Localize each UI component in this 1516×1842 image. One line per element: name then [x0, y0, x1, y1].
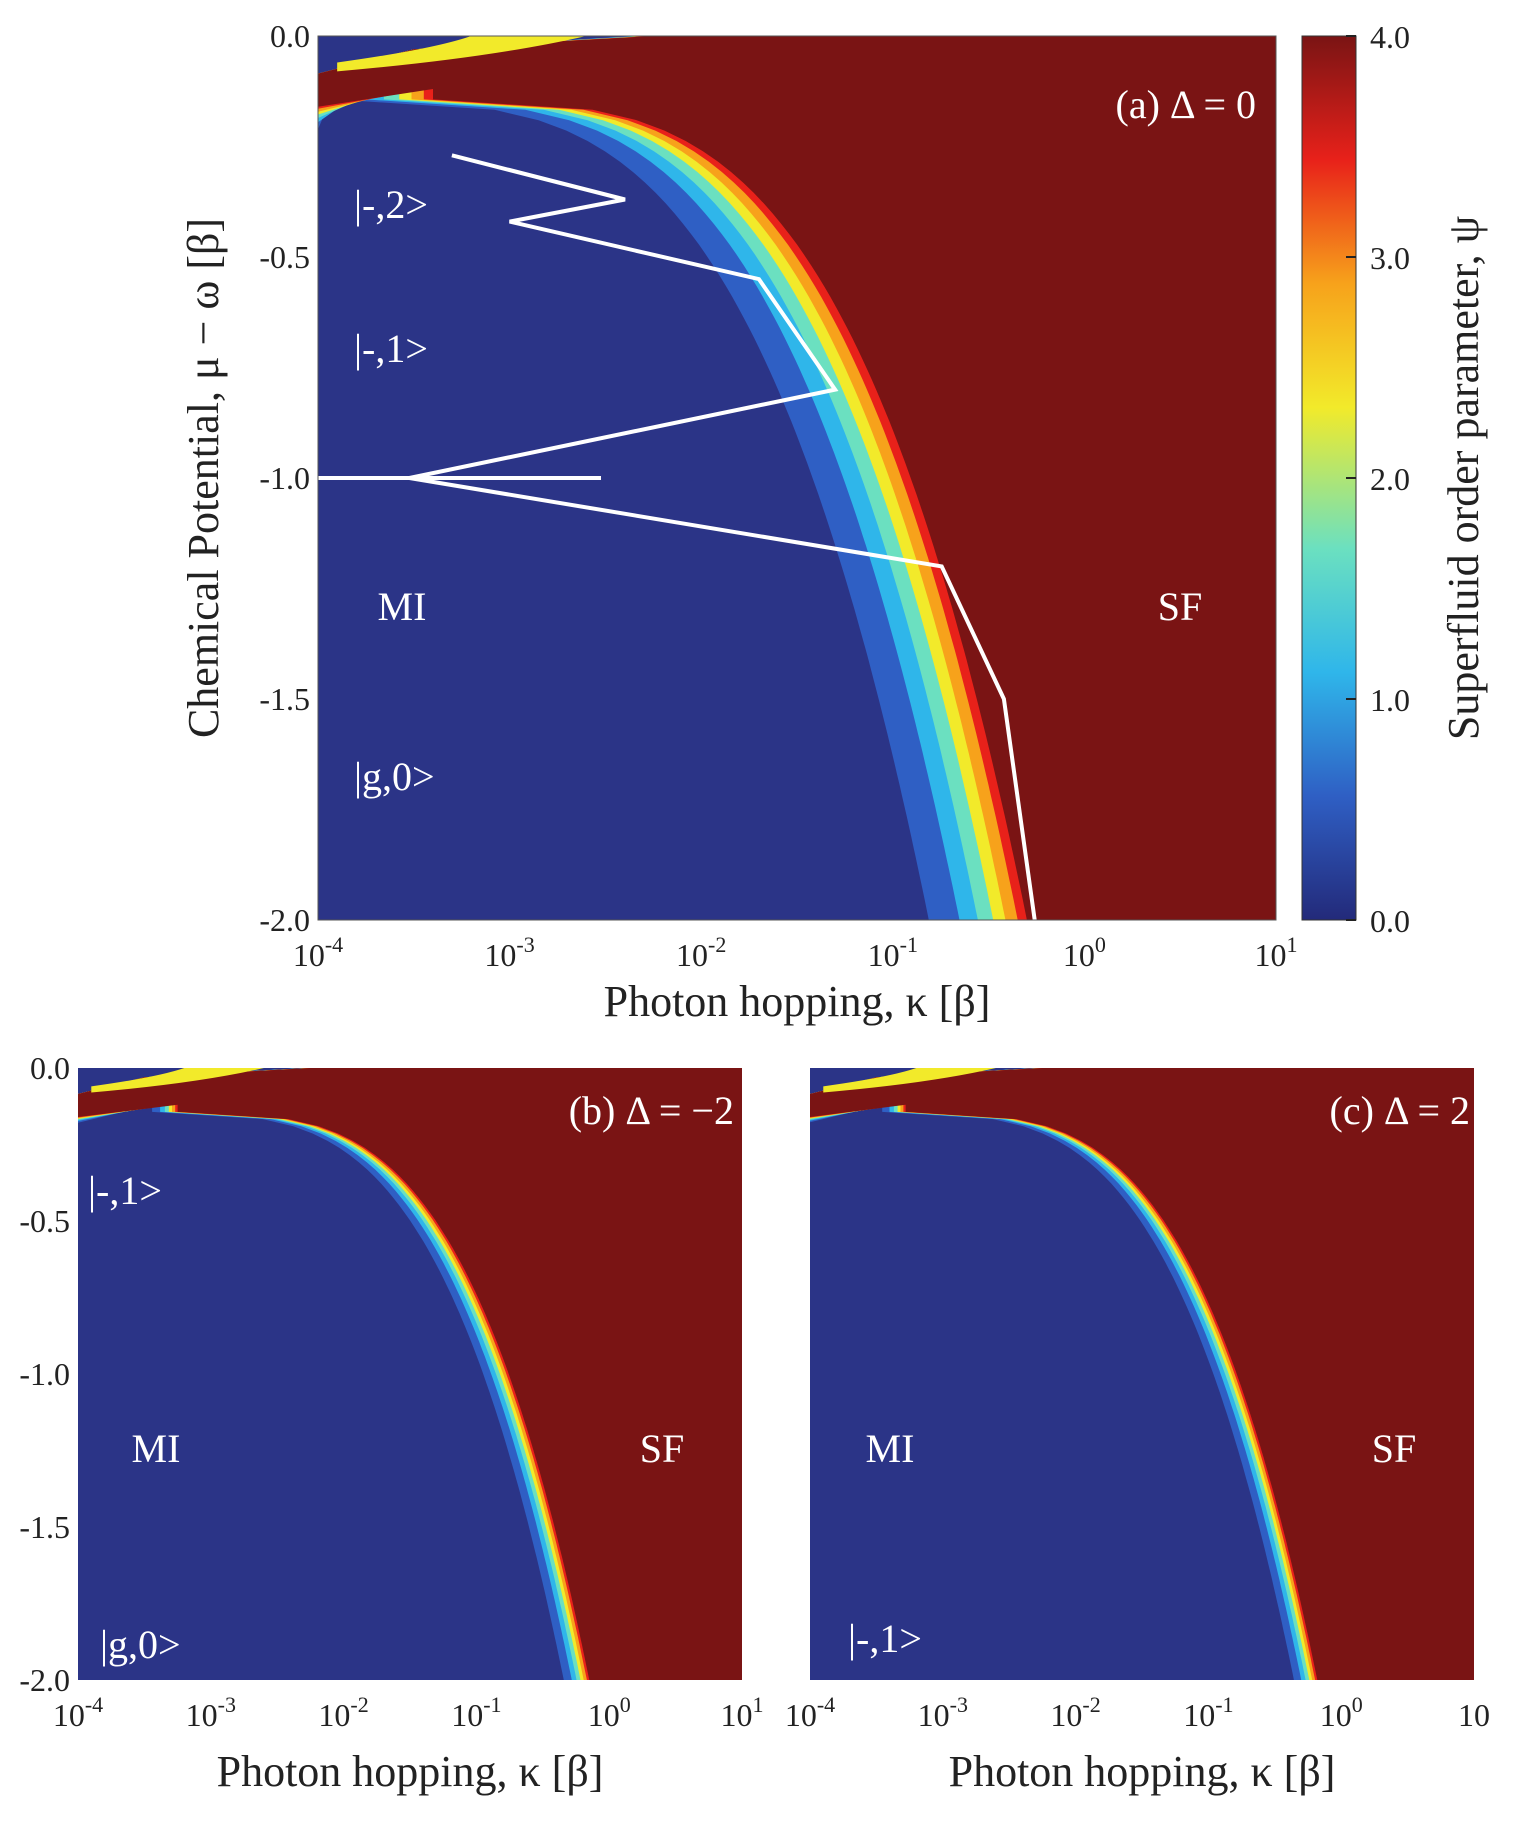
- panel-b-y-ticks: 0.0 -0.5 -1.0 -1.5 -2.0: [19, 1050, 70, 1698]
- panel-a-title: (a) Δ = 0: [1116, 82, 1256, 127]
- y-tick-label: 0.0: [30, 1050, 70, 1086]
- y-tick-label: -1.5: [259, 681, 310, 717]
- sf-upper-tongue: [91, 1068, 264, 1093]
- panel-a-region-sf: SF: [1158, 584, 1203, 629]
- x-tick-label: 100: [1063, 932, 1106, 973]
- colorbar: 4.0 3.0 2.0 1.0 0.0 Superfluid order paramet…: [1301, 19, 1488, 939]
- panel-b: 10-4 10-3 10-2 10-1 100 101 0.0 -0.5 -1.0 -1.5 -2…: [19, 1050, 763, 1796]
- panel-b-order-parameter-bands: [78, 1068, 742, 1680]
- colorbar-ticks: 4.0 3.0 2.0 1.0 0.0: [1346, 19, 1410, 939]
- sf-order-band: [318, 36, 1276, 920]
- x-tick-label: 101: [1255, 932, 1298, 973]
- colorbar-tick-label: 2.0: [1370, 461, 1410, 497]
- panel-b-region-sf: SF: [640, 1426, 685, 1471]
- sf-upper-tongue: [337, 36, 587, 72]
- colorbar-tick-label: 0.0: [1370, 903, 1410, 939]
- x-tick-label: 10-2: [676, 932, 726, 973]
- x-tick-label: 100: [588, 1692, 631, 1733]
- x-tick-label: 10: [1458, 1697, 1490, 1733]
- panel-a-state-label-minus-2: |-,2>: [354, 182, 428, 227]
- colorbar-tick-label: 3.0: [1370, 240, 1410, 276]
- sf-order-band: [810, 1068, 1474, 1680]
- panel-b-state-label-g0: |g,0>: [100, 1622, 181, 1667]
- sf-upper-tongue: [823, 1068, 996, 1093]
- y-tick-label: -1.0: [19, 1356, 70, 1392]
- x-tick-label: 10-1: [451, 1692, 501, 1733]
- panel-a-region-mi: MI: [378, 584, 427, 629]
- panel-a-state-label-minus-1: |-,1>: [354, 326, 428, 371]
- panel-a: 10-4 10-3 10-2 10-1 100 101 0.0 -0.5 -1.0 -1.5 -2…: [179, 18, 1298, 1026]
- y-tick-label: -2.0: [259, 902, 310, 938]
- panel-c-x-axis-label: Photon hopping, κ [β]: [949, 1747, 1336, 1796]
- panel-c-region-sf: SF: [1372, 1426, 1417, 1471]
- x-tick-label: 10-3: [484, 932, 534, 973]
- x-tick-label: 101: [721, 1692, 764, 1733]
- colorbar-tick-label: 1.0: [1370, 682, 1410, 718]
- y-tick-label: -2.0: [19, 1662, 70, 1698]
- x-tick-label: 10-4: [785, 1692, 835, 1733]
- colorbar-tick-label: 4.0: [1370, 19, 1410, 55]
- panel-a-x-ticks: 10-4 10-3 10-2 10-1 100 101: [293, 932, 1298, 973]
- panel-c: 10-4 10-3 10-2 10-1 100 10 Photon hopping, κ …: [785, 1068, 1490, 1796]
- y-tick-label: -1.5: [19, 1509, 70, 1545]
- colorbar-label: Superfluid order parameter, ψ: [1439, 216, 1488, 740]
- panel-c-region-mi: MI: [866, 1426, 915, 1471]
- panel-b-region-mi: MI: [132, 1426, 181, 1471]
- panel-b-state-label-minus-1: |-,1>: [88, 1168, 162, 1213]
- y-tick-label: 0.0: [270, 18, 310, 54]
- panel-a-y-axis-label: Chemical Potential, μ − ω [β]: [179, 218, 228, 738]
- y-tick-label: -0.5: [19, 1203, 70, 1239]
- panel-b-title: (b) Δ = −2: [569, 1088, 734, 1133]
- x-tick-label: 10-1: [1183, 1692, 1233, 1733]
- x-tick-label: 10-3: [186, 1692, 236, 1733]
- x-tick-label: 10-4: [53, 1692, 103, 1733]
- panel-c-order-parameter-bands: [810, 1068, 1474, 1680]
- x-tick-label: 100: [1320, 1692, 1363, 1733]
- y-tick-label: -1.0: [259, 460, 310, 496]
- panel-b-x-axis-label: Photon hopping, κ [β]: [217, 1747, 604, 1796]
- panel-a-order-parameter-bands: [318, 36, 1276, 920]
- x-tick-label: 10-1: [868, 932, 918, 973]
- panel-a-x-axis-label: Photon hopping, κ [β]: [604, 977, 991, 1026]
- y-tick-label: -0.5: [259, 239, 310, 275]
- panel-a-y-ticks: 0.0 -0.5 -1.0 -1.5 -2.0: [259, 18, 310, 938]
- panel-c-state-label-minus-1: |-,1>: [848, 1616, 922, 1661]
- panel-a-state-label-g0: |g,0>: [354, 754, 435, 799]
- panel-a-phase-boundary: [408, 153, 1037, 920]
- x-tick-label: 10-3: [918, 1692, 968, 1733]
- sf-order-band: [78, 1068, 742, 1680]
- panel-c-title: (c) Δ = 2: [1330, 1088, 1470, 1133]
- x-tick-label: 10-2: [1050, 1692, 1100, 1733]
- panel-c-x-ticks: 10-4 10-3 10-2 10-1 100 10: [785, 1692, 1490, 1733]
- panel-b-x-ticks: 10-4 10-3 10-2 10-1 100 101: [53, 1692, 764, 1733]
- x-tick-label: 10-2: [318, 1692, 368, 1733]
- panel-a-frame: [317, 35, 1277, 921]
- x-tick-label: 10-4: [293, 932, 343, 973]
